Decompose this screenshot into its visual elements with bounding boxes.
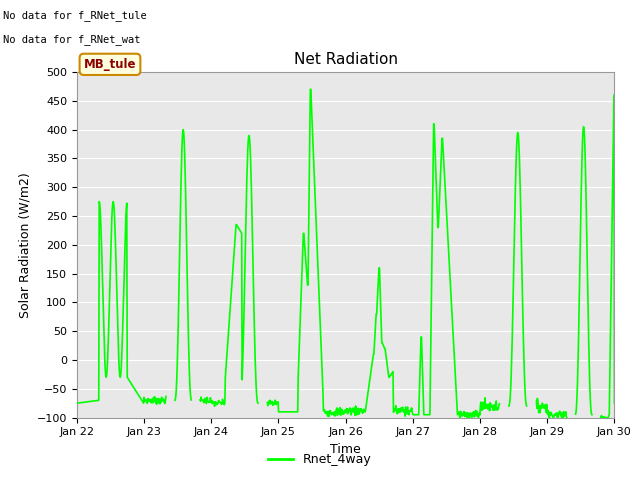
Legend: Rnet_4way: Rnet_4way <box>263 448 377 471</box>
Text: MB_tule: MB_tule <box>84 58 136 71</box>
Text: No data for f_RNet_tule: No data for f_RNet_tule <box>3 10 147 21</box>
X-axis label: Time: Time <box>330 443 361 456</box>
Title: Net Radiation: Net Radiation <box>294 52 397 67</box>
Text: No data for f_RNet_wat: No data for f_RNet_wat <box>3 34 141 45</box>
Y-axis label: Solar Radiation (W/m2): Solar Radiation (W/m2) <box>18 172 31 318</box>
